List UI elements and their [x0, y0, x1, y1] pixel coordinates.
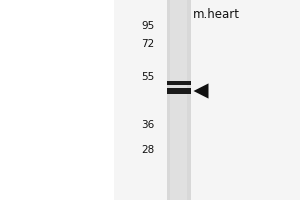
Text: 55: 55	[141, 72, 154, 82]
Bar	[114, 0, 300, 200]
Text: m.heart: m.heart	[193, 8, 239, 21]
Text: 95: 95	[141, 21, 154, 31]
Polygon shape	[194, 83, 208, 99]
Bar	[167, 81, 191, 85]
Text: 36: 36	[141, 120, 154, 130]
Bar	[170, 0, 187, 200]
Text: 28: 28	[141, 145, 154, 155]
Bar	[167, 88, 191, 94]
Bar	[167, 0, 191, 200]
Text: 72: 72	[141, 39, 154, 49]
